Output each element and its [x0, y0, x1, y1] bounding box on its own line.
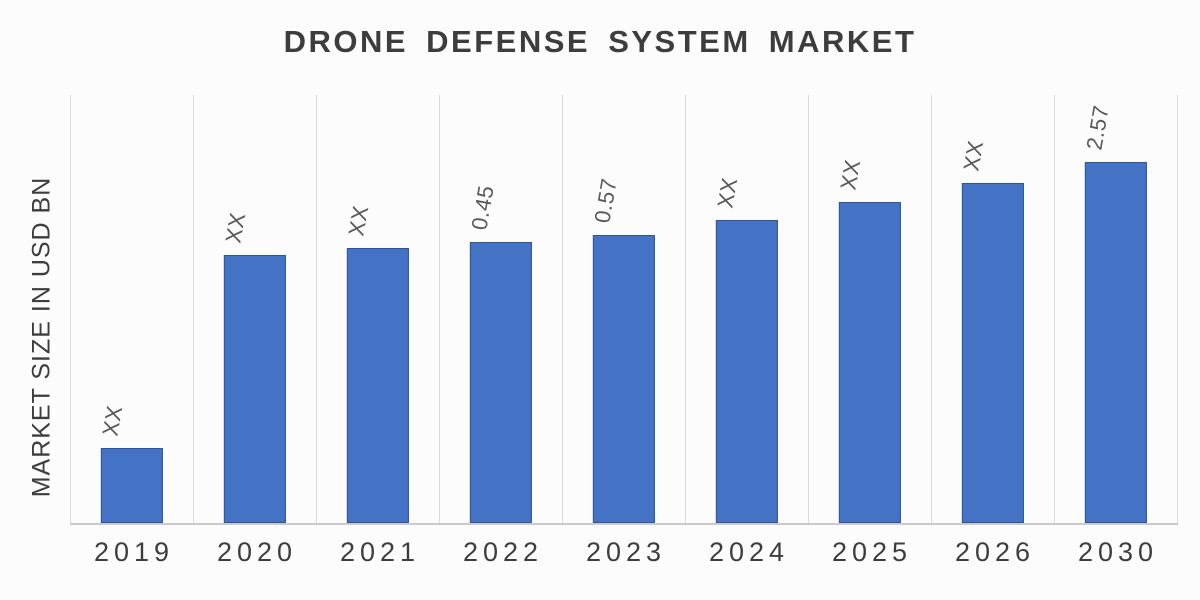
x-axis-tick-label-2026: 2026 [954, 537, 1036, 567]
x-axis-tick-label-2022: 2022 [462, 537, 544, 567]
bar-column-2026: XX [932, 95, 1055, 523]
bar-value-label-2026: XX [958, 138, 989, 173]
bar-column-2021: XX [317, 95, 440, 523]
x-axis-tick-label-2030: 2030 [1077, 537, 1159, 567]
bar-column-2024: XX [686, 95, 809, 523]
chart-title: DRONE DEFENSE SYSTEM MARKET [283, 24, 917, 59]
bar-value-label-2024: XX [712, 175, 743, 210]
bar-value-label-2019: XX [97, 403, 128, 438]
plot-area: XX XX XX 0.45 0.57 XX XX XX 2.57 [70, 95, 1178, 525]
bar-2026 [961, 183, 1025, 523]
bar-2025 [838, 202, 902, 523]
bar-value-label-2030: 2.57 [1081, 103, 1114, 153]
bar-column-2019: XX [71, 95, 194, 523]
x-axis-tick-label-2019: 2019 [93, 537, 175, 567]
x-axis: 2019 2020 2021 2022 2023 2024 2025 2026 2030 [70, 537, 1177, 568]
bar-column-2022: 0.45 [440, 95, 563, 523]
bar-2030 [1084, 162, 1148, 523]
x-axis-tick-label-2024: 2024 [708, 537, 790, 567]
bar-column-2023: 0.57 [563, 95, 686, 523]
bar-2022 [469, 241, 533, 523]
bar-value-label-2022: 0.45 [466, 183, 499, 232]
x-axis-tick-label-2020: 2020 [216, 537, 298, 567]
y-axis-title: MARKET SIZE IN USD BN [27, 176, 56, 498]
bar-value-label-2025: XX [835, 157, 866, 192]
bar-column-2020: XX [194, 95, 317, 523]
bar-column-2025: XX [809, 95, 932, 523]
bar-2021 [346, 247, 410, 523]
bar-2023 [592, 234, 656, 523]
bar-value-label-2020: XX [220, 210, 251, 245]
bar-2024 [715, 219, 779, 523]
bar-2019 [100, 448, 164, 523]
x-axis-tick-label-2023: 2023 [585, 537, 667, 567]
bar-column-2030: 2.57 [1055, 95, 1178, 523]
bar-2020 [223, 255, 287, 523]
bar-value-label-2023: 0.57 [589, 176, 622, 225]
bar-value-label-2021: XX [343, 203, 374, 238]
x-axis-tick-label-2021: 2021 [339, 537, 421, 567]
x-axis-tick-label-2025: 2025 [831, 537, 913, 567]
